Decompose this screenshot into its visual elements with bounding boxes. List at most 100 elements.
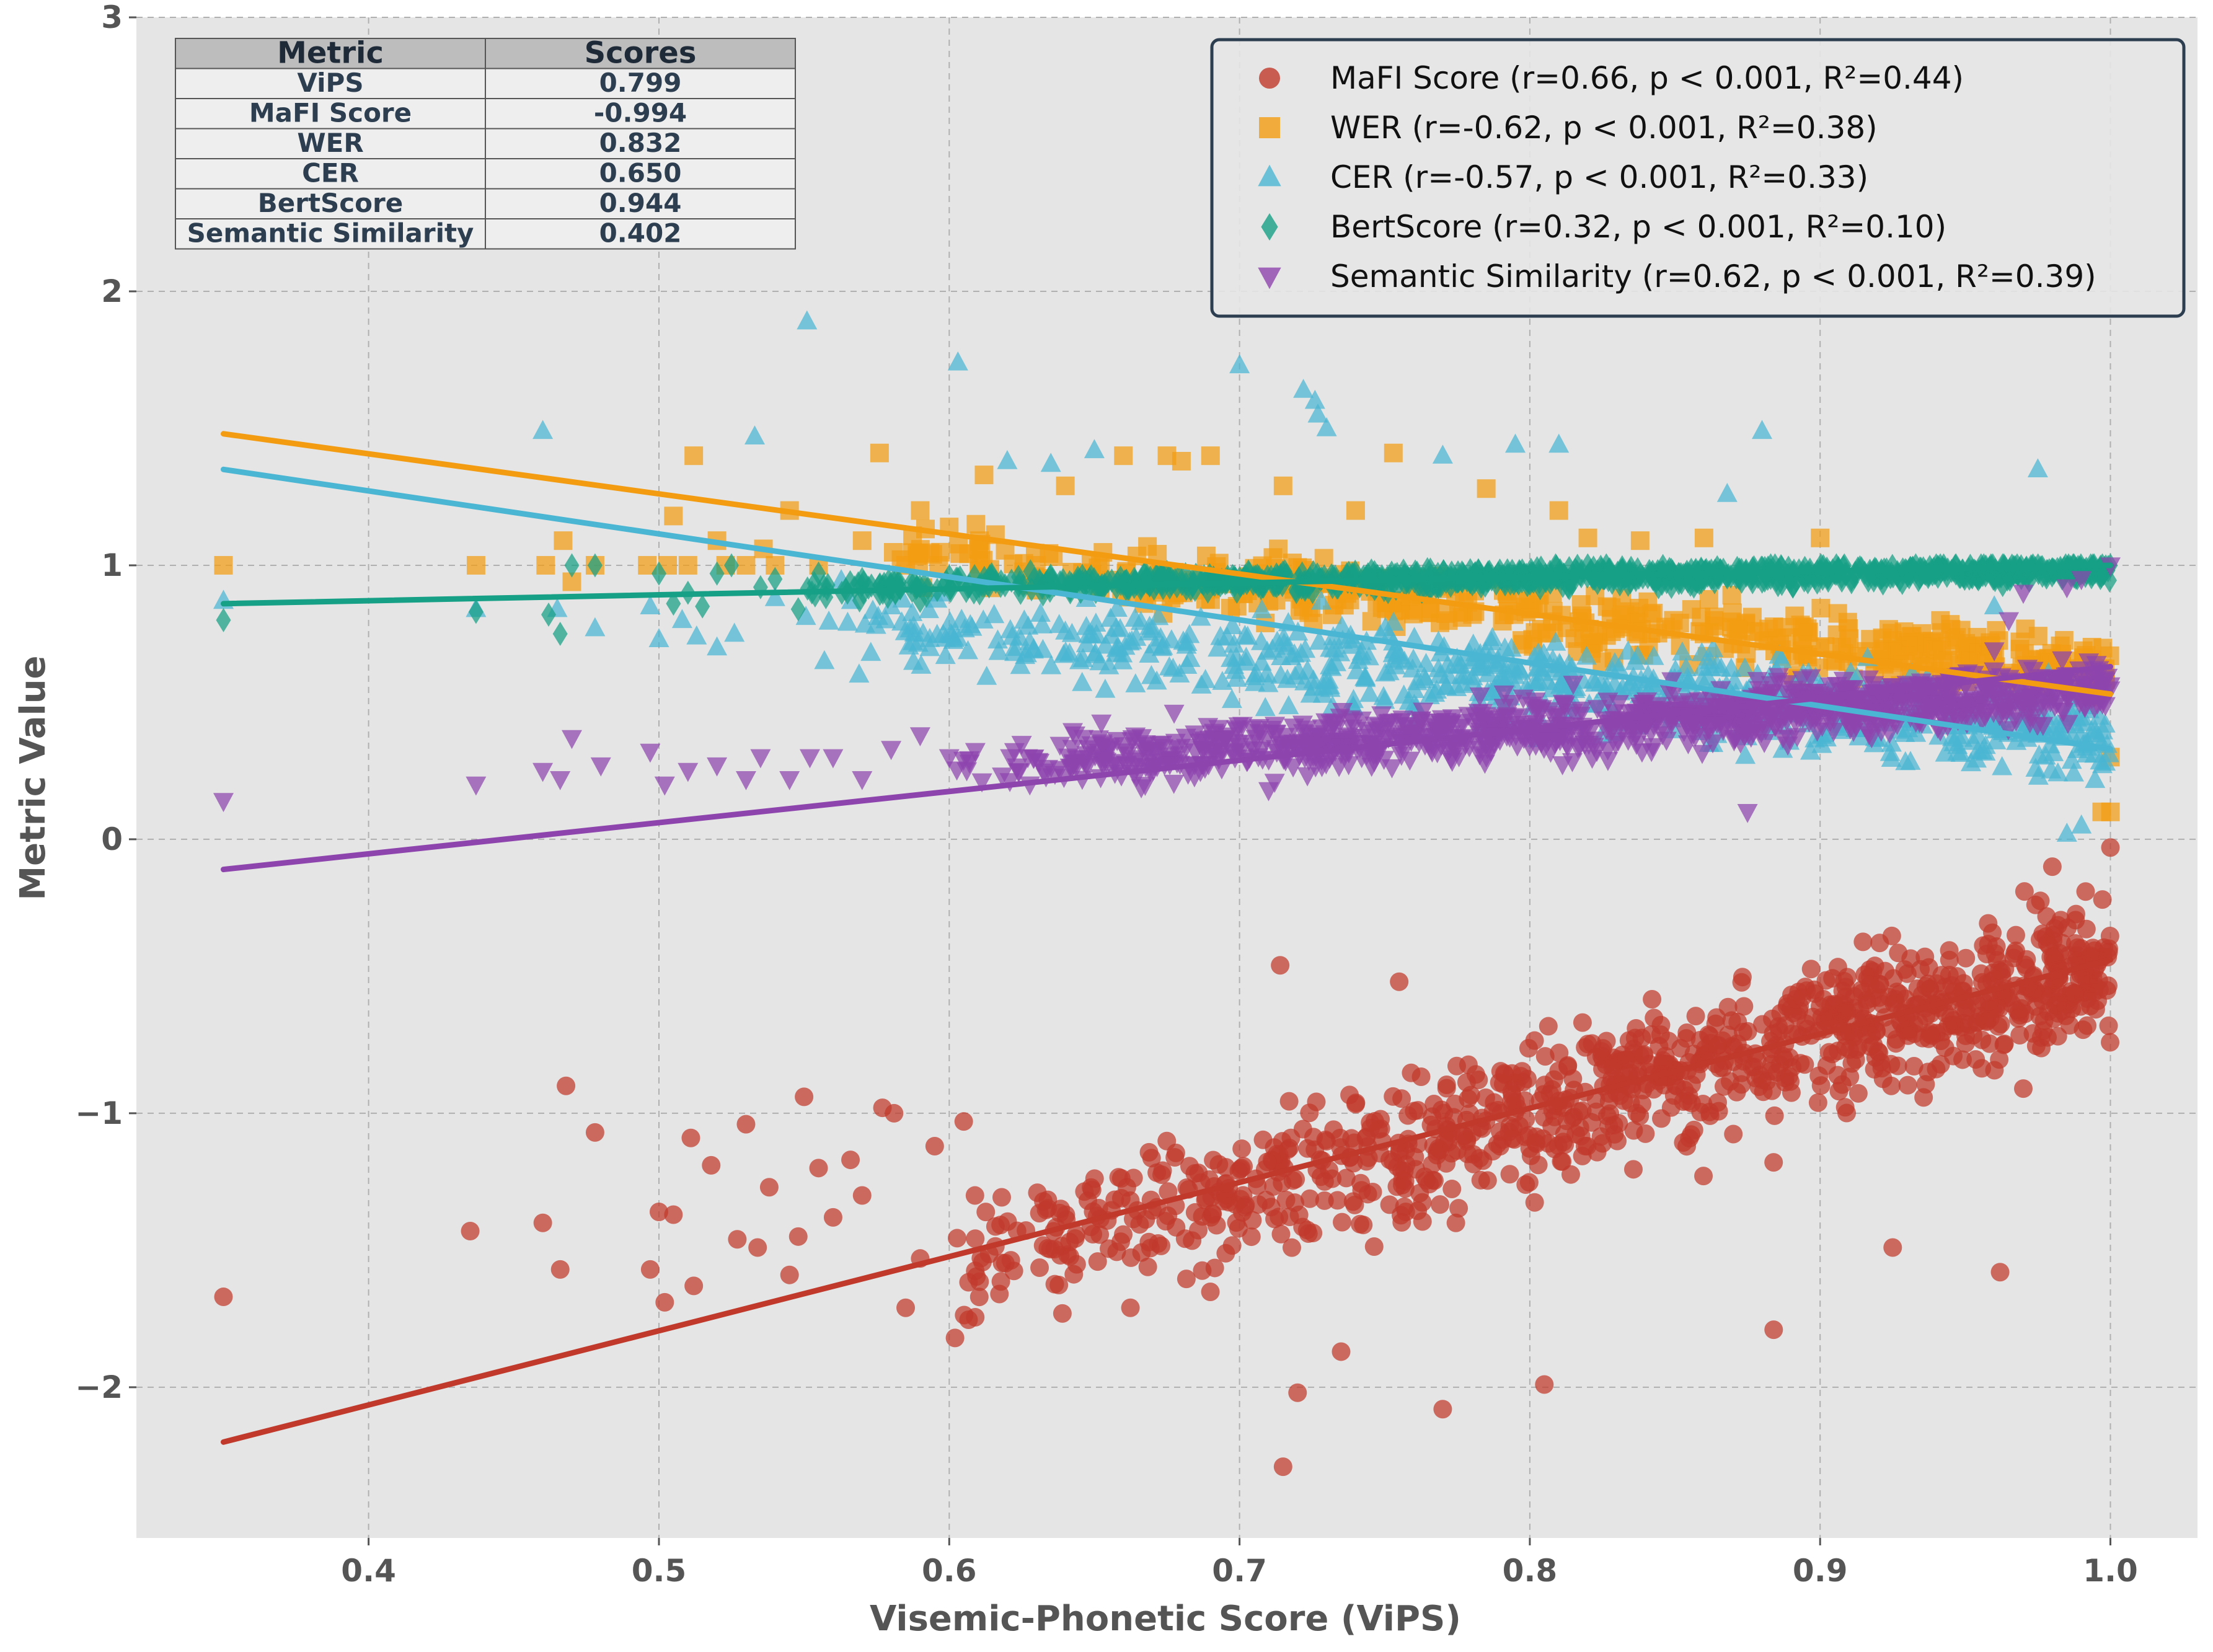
data-point	[1176, 634, 1197, 654]
data-point	[1900, 751, 1921, 770]
data-point	[1987, 568, 2003, 593]
data-point	[1211, 731, 1232, 751]
data-point	[1419, 685, 1440, 704]
data-point	[1630, 531, 1650, 550]
data-point	[903, 615, 924, 635]
data-point	[532, 762, 554, 782]
data-point	[1436, 676, 1457, 695]
data-point	[1085, 612, 1106, 632]
data-point	[1217, 1190, 1236, 1209]
data-point	[1217, 626, 1238, 646]
data-point	[1390, 713, 1411, 733]
data-point	[1944, 1046, 1963, 1066]
data-point	[1095, 634, 1116, 654]
data-point	[1253, 1130, 1273, 1149]
data-point	[2032, 684, 2053, 704]
data-point	[931, 542, 950, 562]
data-point	[779, 771, 800, 790]
data-point	[1896, 676, 1917, 695]
data-point	[1297, 660, 1318, 679]
data-point	[881, 595, 902, 614]
data-point	[902, 602, 923, 621]
data-point	[1853, 932, 1873, 952]
data-point	[1425, 1095, 1444, 1114]
data-point	[1744, 717, 1765, 736]
data-point	[1643, 645, 1664, 665]
data-point	[911, 655, 932, 674]
data-point	[1084, 439, 1105, 459]
data-point	[1004, 642, 1025, 661]
data-point	[552, 622, 568, 646]
data-point	[1505, 433, 1526, 453]
data-point	[1343, 1192, 1363, 1211]
data-point	[1828, 1066, 1847, 1085]
data-point	[671, 609, 692, 629]
data-point	[554, 531, 573, 550]
data-point	[1351, 749, 1372, 769]
data-point	[1956, 948, 1976, 968]
data-point	[1722, 1011, 1741, 1030]
data-point	[992, 767, 1013, 787]
data-point	[1578, 1136, 1597, 1155]
data-point	[1262, 638, 1283, 658]
data-point	[1225, 660, 1246, 679]
data-point	[823, 1208, 842, 1227]
data-point	[1808, 1093, 1827, 1112]
y-tick-label: 2	[101, 273, 123, 309]
data-point	[1643, 990, 1662, 1009]
data-point	[1539, 1017, 1558, 1036]
data-point	[1114, 446, 1133, 466]
data-point	[1121, 1248, 1141, 1267]
data-point	[1836, 978, 1855, 997]
data-point	[1274, 632, 1294, 652]
data-point	[536, 555, 555, 575]
data-point	[780, 1265, 799, 1284]
data-point	[1691, 642, 1712, 661]
data-point	[1276, 1190, 1296, 1209]
data-point	[1201, 446, 1220, 466]
table-cell: 0.944	[599, 188, 682, 218]
data-point	[1463, 1123, 1482, 1142]
data-point	[1000, 619, 1021, 638]
data-point	[466, 555, 485, 575]
data-point	[1940, 950, 1959, 970]
table-cell-bg	[485, 128, 796, 159]
data-point	[958, 640, 978, 660]
data-point	[1138, 1257, 1157, 1276]
data-point	[1990, 961, 2009, 980]
data-point	[1692, 744, 1713, 764]
data-point	[1263, 548, 1283, 567]
data-point	[1510, 660, 1531, 680]
data-point	[1060, 1232, 1079, 1252]
data-point	[883, 575, 899, 599]
data-point	[1970, 1007, 1989, 1026]
data-point	[1722, 586, 1741, 605]
data-point	[1328, 1191, 1347, 1210]
data-point	[1252, 599, 1273, 619]
data-point	[881, 741, 902, 761]
data-point	[466, 776, 487, 796]
data-point	[1597, 752, 1619, 771]
data-point	[1630, 1106, 1650, 1126]
data-point	[2099, 1016, 2118, 1035]
data-point	[1549, 1061, 1568, 1080]
data-point	[1330, 642, 1351, 661]
data-point	[2045, 919, 2064, 938]
data-point	[1732, 973, 1751, 992]
data-point	[1413, 1212, 1432, 1231]
data-point	[1175, 1229, 1195, 1248]
data-point	[991, 1216, 1010, 1235]
x-tick-label: 1.0	[2083, 1553, 2138, 1589]
data-point	[1410, 711, 1431, 731]
data-point	[1459, 1055, 1478, 1074]
data-point	[2043, 857, 2062, 877]
data-point	[1651, 1025, 1670, 1045]
data-point	[1208, 637, 1229, 657]
data-point	[1599, 1116, 1619, 1136]
data-point	[1652, 726, 1673, 746]
data-point	[1890, 984, 1909, 1004]
data-point	[2048, 1027, 2067, 1046]
data-point	[1216, 1243, 1235, 1263]
data-point	[939, 749, 960, 769]
